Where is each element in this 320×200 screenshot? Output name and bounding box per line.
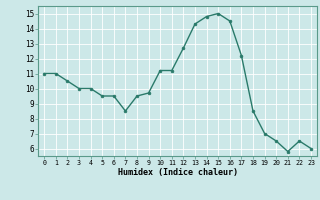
X-axis label: Humidex (Indice chaleur): Humidex (Indice chaleur) [118,168,238,177]
